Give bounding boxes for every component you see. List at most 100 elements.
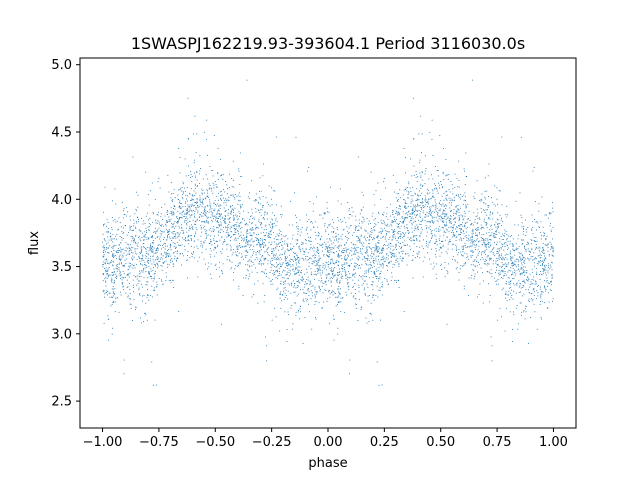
data-point	[348, 210, 350, 212]
data-point	[348, 255, 350, 257]
data-point	[405, 206, 407, 208]
data-point	[116, 276, 118, 277]
data-point	[536, 271, 538, 273]
data-point	[269, 262, 271, 264]
data-point	[474, 198, 476, 199]
data-point	[409, 216, 411, 218]
data-point	[392, 235, 394, 237]
data-point	[314, 261, 315, 263]
data-point	[417, 256, 419, 257]
data-point	[306, 283, 308, 285]
data-point	[531, 279, 533, 280]
data-point	[264, 258, 266, 260]
data-point	[270, 198, 272, 200]
data-point	[533, 259, 535, 260]
data-point	[346, 251, 348, 253]
data-point	[155, 265, 157, 267]
data-point	[227, 243, 229, 245]
data-point	[521, 311, 523, 313]
data-point	[363, 283, 364, 285]
data-point	[112, 200, 113, 202]
data-point	[403, 189, 405, 191]
data-point	[380, 237, 382, 239]
data-point	[104, 296, 105, 298]
data-point	[381, 262, 383, 264]
data-point	[300, 231, 302, 233]
data-point	[220, 195, 222, 196]
data-point	[265, 336, 266, 338]
data-point	[124, 249, 126, 251]
data-point	[466, 240, 468, 242]
data-point	[156, 262, 158, 264]
data-point	[495, 280, 497, 282]
data-point	[113, 292, 115, 294]
data-point	[398, 252, 400, 254]
data-point	[438, 202, 440, 204]
data-point	[203, 131, 205, 133]
data-point	[442, 211, 444, 213]
data-point	[441, 213, 443, 215]
data-point	[170, 207, 172, 209]
data-point	[406, 207, 408, 209]
data-point	[529, 250, 531, 252]
data-point	[202, 198, 204, 200]
data-point	[284, 281, 286, 283]
data-point	[468, 277, 470, 279]
data-point	[452, 259, 453, 261]
data-point	[150, 268, 152, 270]
data-point	[140, 317, 142, 319]
data-point	[333, 247, 334, 249]
data-point	[506, 244, 508, 246]
data-point	[381, 256, 383, 258]
data-point	[508, 235, 510, 237]
data-point	[286, 278, 288, 279]
data-point	[400, 197, 402, 199]
data-point	[368, 268, 370, 270]
data-point	[132, 225, 134, 227]
data-point	[247, 251, 249, 253]
data-point	[344, 249, 346, 251]
data-point	[135, 220, 137, 222]
data-point	[535, 280, 537, 282]
data-point	[119, 254, 121, 256]
data-point	[185, 240, 187, 242]
data-point	[153, 273, 155, 275]
data-point	[374, 272, 376, 274]
data-point	[245, 250, 247, 252]
data-point	[297, 256, 299, 258]
data-point	[499, 273, 501, 275]
data-point	[362, 217, 364, 219]
data-point	[484, 245, 486, 247]
data-point	[137, 206, 139, 208]
data-point	[260, 246, 262, 248]
data-point	[390, 279, 392, 281]
data-point	[275, 270, 277, 272]
data-point	[485, 238, 487, 239]
data-point	[191, 254, 193, 256]
data-point	[211, 190, 213, 192]
data-point	[495, 221, 497, 223]
data-point	[167, 220, 169, 222]
data-point	[489, 257, 490, 259]
data-point	[118, 257, 120, 259]
data-point	[274, 241, 276, 243]
data-point	[335, 262, 337, 264]
data-point	[398, 263, 400, 265]
data-point	[273, 255, 275, 257]
data-point	[171, 193, 172, 195]
data-point	[187, 204, 189, 206]
data-point	[382, 247, 384, 249]
data-point	[259, 245, 261, 247]
data-point	[119, 271, 121, 273]
data-point	[196, 198, 198, 199]
data-point	[251, 223, 253, 225]
data-point	[546, 279, 548, 281]
data-point	[464, 225, 466, 227]
data-point	[458, 225, 460, 227]
data-point	[284, 287, 286, 289]
data-point	[185, 220, 187, 222]
data-point	[199, 199, 201, 201]
data-point	[398, 287, 400, 288]
data-point	[190, 238, 192, 240]
data-point	[463, 263, 465, 265]
